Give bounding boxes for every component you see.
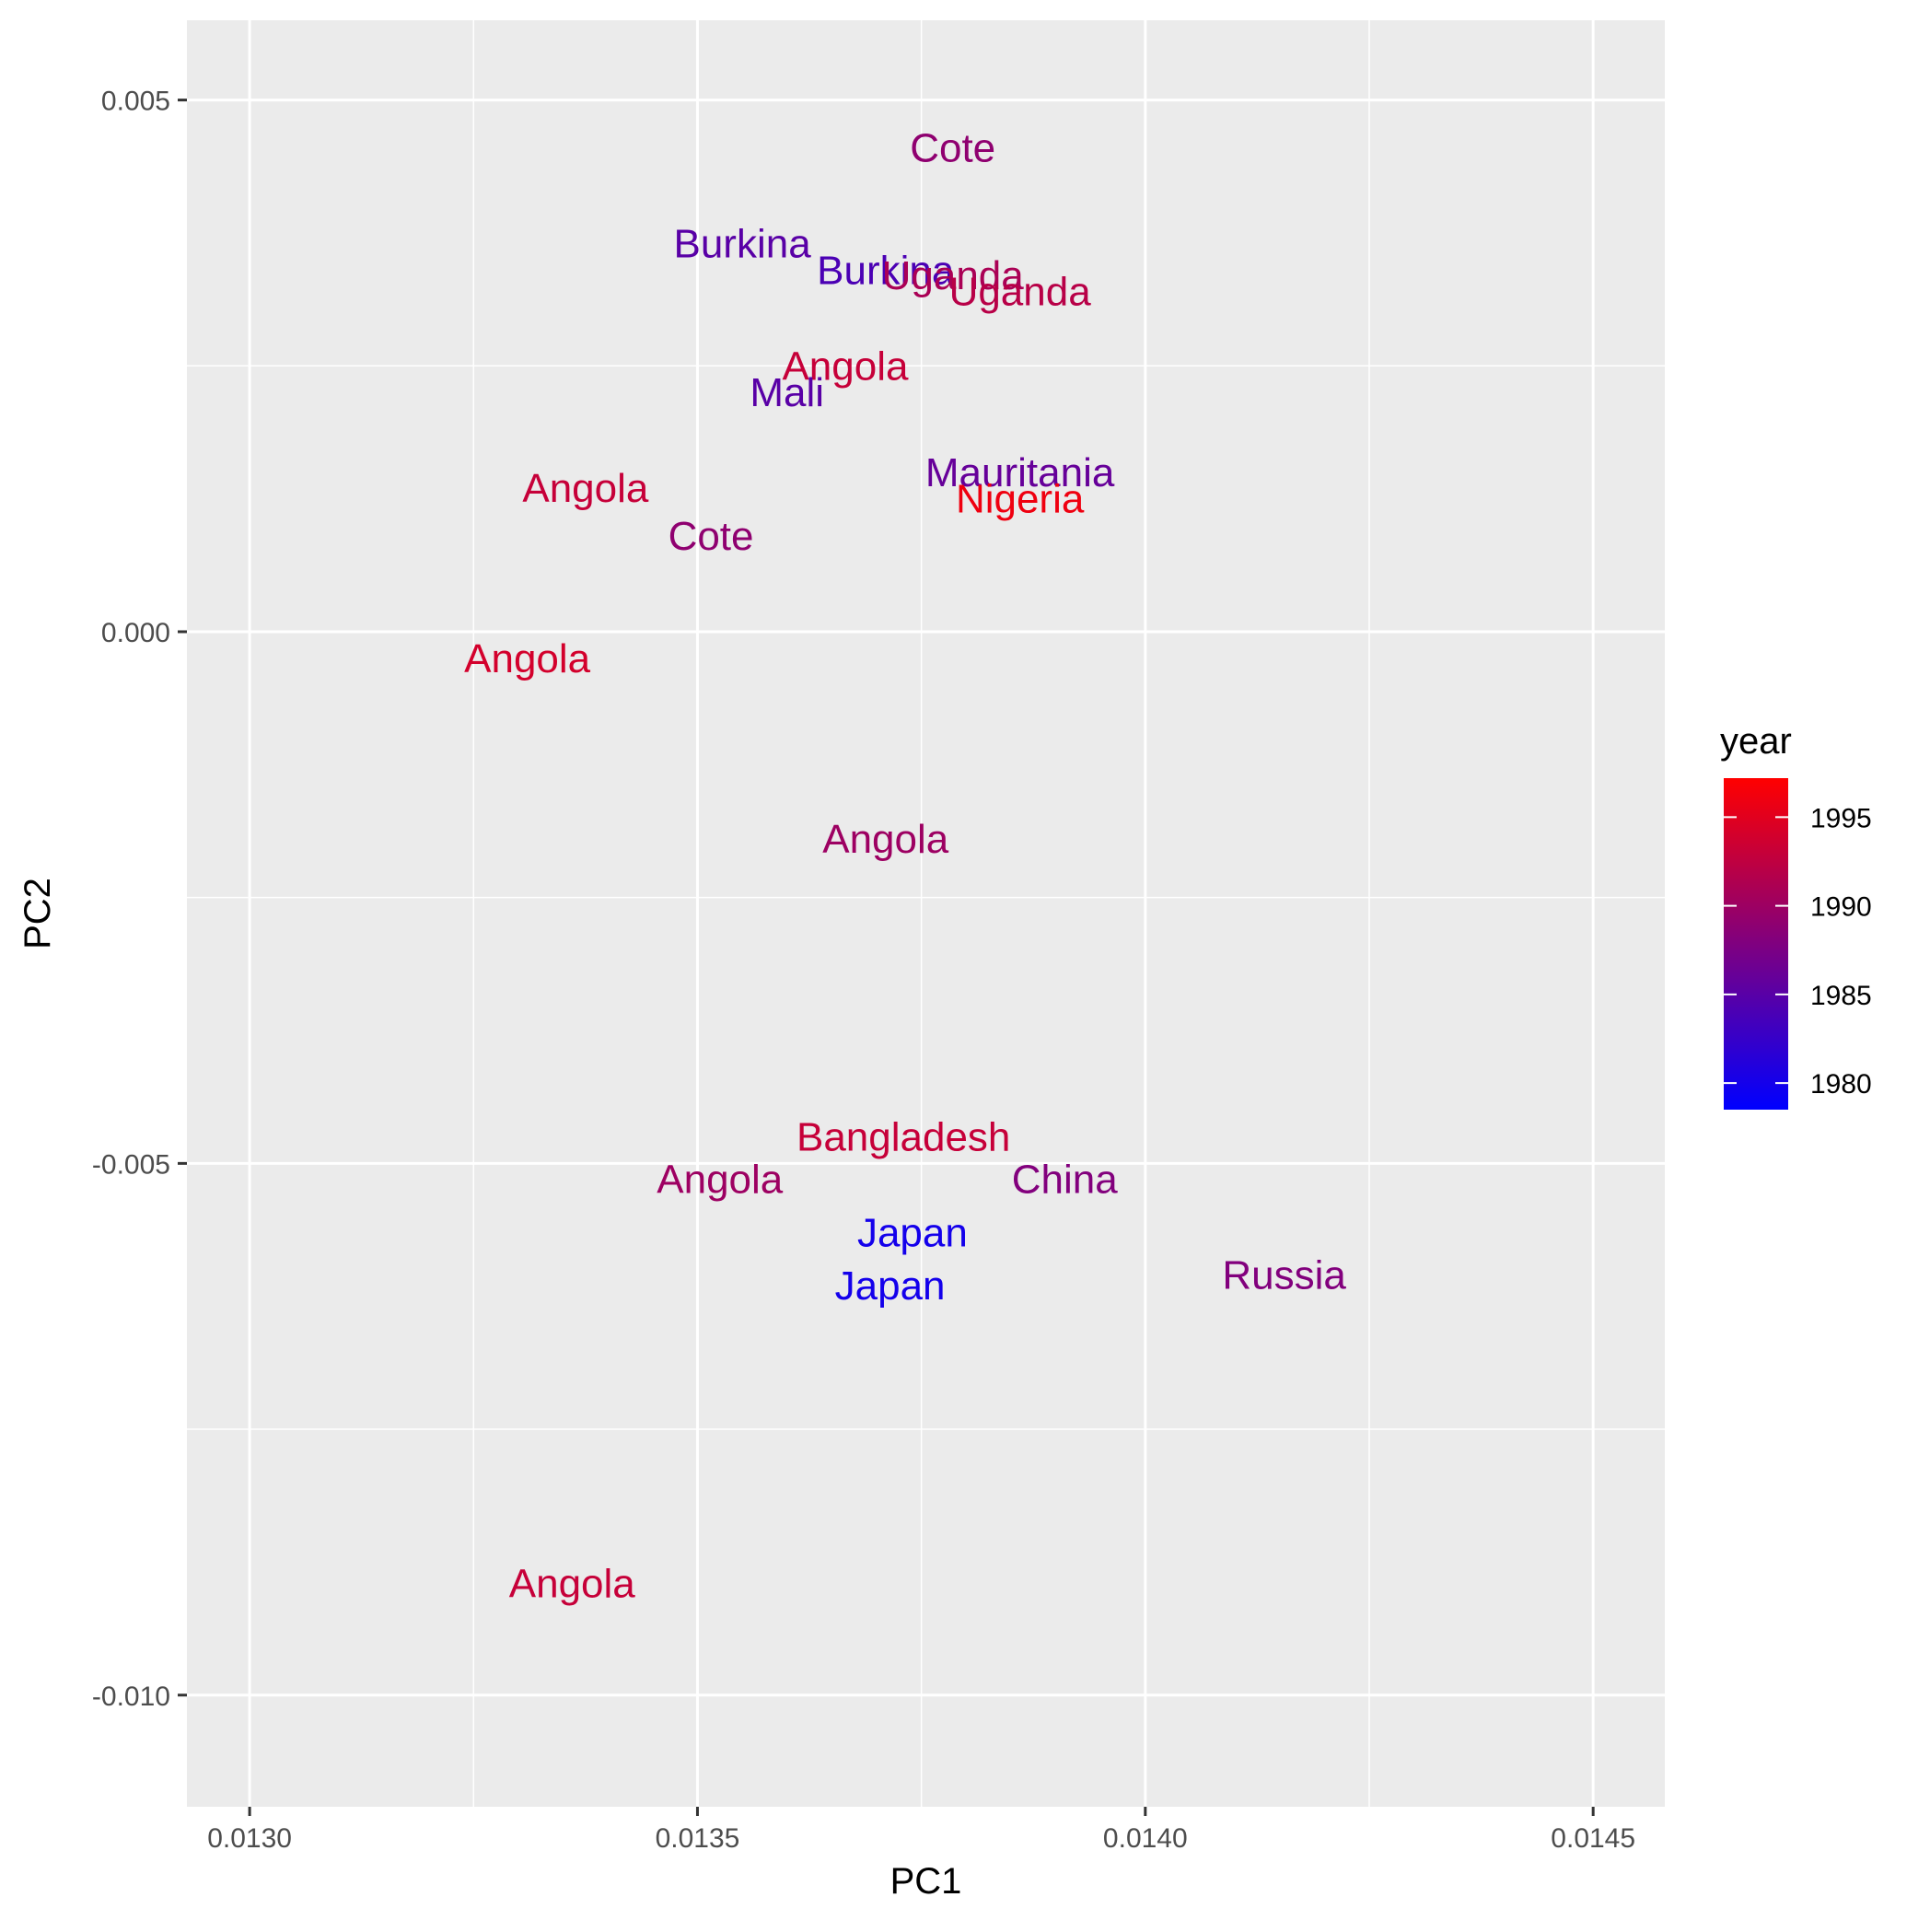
y-tick-label: -0.005 [92,1149,170,1180]
point-label: Cote [910,126,995,171]
x-tick-label: 0.0140 [1103,1823,1188,1854]
legend-tick-label: 1995 [1810,803,1872,833]
panel-background [187,20,1665,1807]
y-tick-label: -0.010 [92,1682,170,1712]
point-label: Angola [522,466,649,511]
x-tick-label: 0.0130 [207,1823,292,1854]
point-label: Uganda [949,269,1092,314]
grid-minor [187,20,1665,1807]
point-label: Angola [464,636,591,681]
legend-tick-label: 1980 [1810,1069,1872,1100]
point-label: Angola [509,1562,636,1607]
y-axis-title: PC2 [17,878,58,949]
point-label: Japan [835,1263,946,1309]
x-axis-title: PC1 [890,1861,962,1902]
point-label: Russia [1222,1253,1346,1298]
y-axis: 0.005 0.000 -0.005 -0.010 [92,87,187,1712]
point-label: Nigeria [956,477,1085,522]
y-tick-label: 0.000 [101,618,170,648]
point-label: Cote [669,514,754,559]
point-label: Mauritania [925,450,1115,495]
point-label: Mali [750,370,824,415]
point-label: Angola [822,817,949,862]
point-label: Angola [782,343,909,389]
point-label: Japan [857,1210,968,1255]
grid-major [187,20,1665,1807]
point-label: Burkina [673,222,811,267]
legend-ticks: 1995 1990 1985 1980 [1724,803,1872,1100]
point-labels: CoteBurkinaBurkinaUgandaUgandaAngolaMali… [464,126,1346,1607]
legend-tick-label: 1985 [1810,981,1872,1011]
legend-colorbar [1724,778,1788,1110]
point-label: Burkina [817,248,955,293]
legend: year 1995 1990 1985 1980 [1720,721,1872,1110]
point-label: Angola [657,1158,784,1203]
x-tick-label: 0.0145 [1551,1823,1635,1854]
legend-title: year [1720,721,1792,762]
y-tick-label: 0.005 [101,87,170,117]
point-label: Uganda [882,253,1025,298]
legend-tick-label: 1990 [1810,892,1872,923]
x-axis: 0.0130 0.0135 0.0140 0.0145 [207,1807,1635,1854]
point-label: Bangladesh [796,1115,1010,1160]
point-label: China [1012,1158,1118,1203]
x-tick-label: 0.0135 [656,1823,740,1854]
